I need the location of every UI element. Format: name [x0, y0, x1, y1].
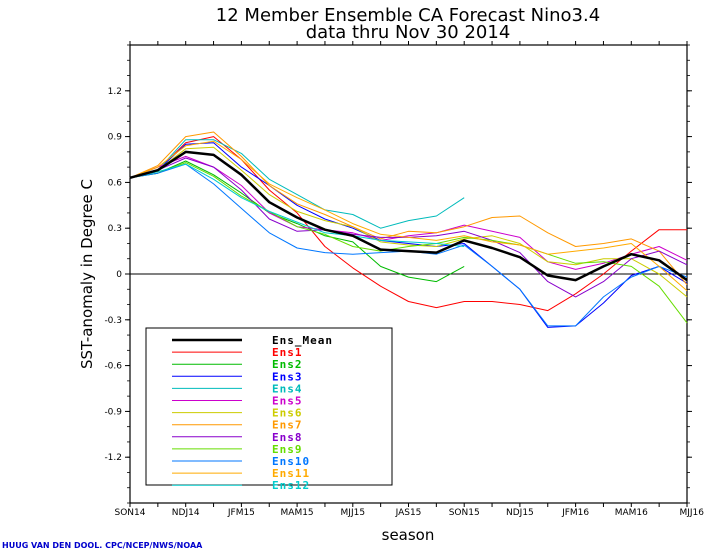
legend-label: Ens10: [272, 455, 310, 468]
legend-label: Ens_Mean: [272, 334, 333, 347]
credit-text: HUUG VAN DEN DOOL. CPC/NCEP/NWS/NOAA: [2, 541, 203, 550]
series-line-ens2: [129, 160, 465, 283]
series-line-ens1: [129, 136, 687, 312]
legend-label: Ens7: [272, 419, 303, 432]
x-axis: SON14 NDJ14 JFM15 MAM15 MJJ15 JAS15 SON15 NDJ15…: [115, 41, 704, 518]
y-tick-label: -0.6: [104, 362, 122, 372]
series-line-ens5: [129, 155, 688, 270]
y-tick-label: 1.2: [108, 87, 122, 97]
series-line-ens6: [129, 146, 688, 298]
y-tick-label: 0: [116, 270, 122, 280]
legend-label: Ens5: [272, 395, 303, 408]
legend: Ens_MeanEns1Ens2Ens3Ens4Ens5Ens6Ens7Ens8…: [172, 334, 333, 492]
legend-box: [145, 327, 393, 486]
y-tick-label: 0.9: [108, 133, 123, 143]
chart-title: 12 Member Ensemble CA Forecast Nino3.4: [216, 5, 600, 26]
y-tick-label: 0.3: [108, 224, 122, 234]
legend-label: Ens8: [272, 431, 303, 444]
y-tick-label: -0.3: [104, 316, 122, 326]
legend-label: Ens9: [272, 443, 303, 456]
series-line-ens4: [129, 139, 465, 229]
x-tick-label: SON14: [115, 508, 146, 518]
legend-label: Ens11: [272, 467, 310, 480]
series-line-ens-mean: [129, 150, 688, 282]
series-line-ens3: [129, 142, 688, 328]
y-tick-label: -0.9: [104, 407, 122, 417]
x-tick-label: JFM16: [561, 508, 589, 518]
x-tick-label: MAM15: [281, 508, 314, 518]
series-line-ens7: [129, 131, 688, 286]
y-tick-label: 0.6: [108, 178, 123, 188]
x-tick-label: NDJ15: [506, 508, 534, 518]
x-tick-label: MJJ15: [341, 508, 366, 518]
x-tick-label: NDJ14: [172, 508, 200, 518]
series-line-ens12: [129, 163, 465, 247]
legend-label: Ens6: [272, 407, 303, 420]
series-line-ens9: [129, 162, 688, 324]
y-axis: 1.2 0.9 0.6 0.3 0 -0.3 -0.6 -0.9 -1.2: [104, 44, 692, 504]
chart-subtitle: data thru Nov 30 2014: [306, 22, 511, 43]
legend-label: Ens2: [272, 358, 303, 371]
legend-label: Ens3: [272, 370, 303, 383]
x-axis-title: season: [382, 526, 435, 544]
y-tick-label: -1.2: [104, 453, 122, 463]
series-line-ens11: [129, 140, 688, 292]
x-tick-label: MJJ16: [679, 508, 704, 518]
x-tick-label: MAM16: [615, 508, 648, 518]
legend-label: Ens4: [272, 382, 303, 395]
x-tick-label: JAS15: [395, 508, 422, 518]
x-tick-label: JFM15: [227, 508, 255, 518]
legend-label: Ens12: [272, 479, 310, 492]
x-tick-label: SON15: [449, 508, 480, 518]
y-axis-title: SST-anomaly in Degree C: [78, 179, 96, 369]
legend-label: Ens1: [272, 346, 303, 359]
series-lines: [129, 131, 688, 328]
